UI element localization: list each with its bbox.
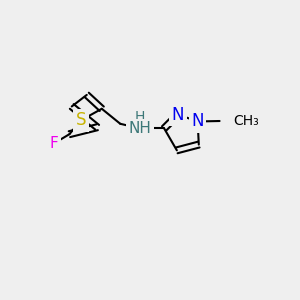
Text: NH: NH <box>128 121 151 136</box>
Text: H: H <box>135 110 145 124</box>
Text: N: N <box>172 106 184 124</box>
Text: S: S <box>76 111 86 129</box>
Text: F: F <box>50 136 58 151</box>
Text: CH₃: CH₃ <box>233 114 259 128</box>
Text: N: N <box>191 112 204 130</box>
